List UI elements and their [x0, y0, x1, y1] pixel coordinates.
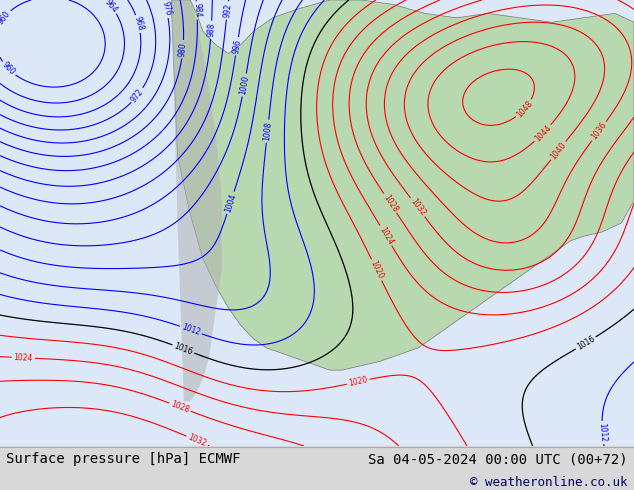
Text: 1036: 1036	[590, 121, 609, 142]
Text: 1004: 1004	[223, 192, 238, 214]
Text: 1044: 1044	[533, 123, 553, 143]
Text: 1024: 1024	[13, 353, 33, 363]
Text: 1028: 1028	[381, 193, 399, 214]
Text: Surface pressure [hPa] ECMWF: Surface pressure [hPa] ECMWF	[6, 452, 241, 466]
Text: 1008: 1008	[262, 121, 273, 141]
Text: 976: 976	[160, 1, 172, 17]
Text: 1032: 1032	[186, 433, 208, 448]
Text: 1012: 1012	[180, 322, 202, 338]
Text: 1028: 1028	[169, 399, 190, 415]
Text: 960: 960	[0, 60, 17, 77]
Text: 964: 964	[103, 0, 119, 15]
Polygon shape	[171, 0, 222, 401]
Text: 960: 960	[0, 9, 12, 26]
Text: 1024: 1024	[377, 225, 394, 246]
Text: 1016: 1016	[575, 334, 596, 352]
Polygon shape	[171, 0, 634, 370]
Text: 1020: 1020	[348, 375, 368, 388]
Text: 1040: 1040	[549, 140, 568, 161]
Text: 992: 992	[222, 3, 233, 18]
Text: Sa 04-05-2024 00:00 UTC (00+72): Sa 04-05-2024 00:00 UTC (00+72)	[368, 452, 628, 466]
Text: 984: 984	[192, 3, 202, 18]
Text: 1048: 1048	[515, 98, 534, 119]
Text: 980: 980	[178, 42, 188, 57]
Text: 988: 988	[206, 23, 216, 37]
Text: 1020: 1020	[368, 259, 385, 281]
Text: 972: 972	[129, 87, 145, 104]
Text: 996: 996	[231, 38, 243, 54]
Text: 1000: 1000	[238, 74, 250, 96]
Text: 968: 968	[133, 16, 145, 32]
Text: 1032: 1032	[408, 197, 427, 218]
Text: 1012: 1012	[597, 422, 607, 442]
Text: © weatheronline.co.uk: © weatheronline.co.uk	[470, 476, 628, 489]
Text: 1016: 1016	[173, 342, 194, 357]
